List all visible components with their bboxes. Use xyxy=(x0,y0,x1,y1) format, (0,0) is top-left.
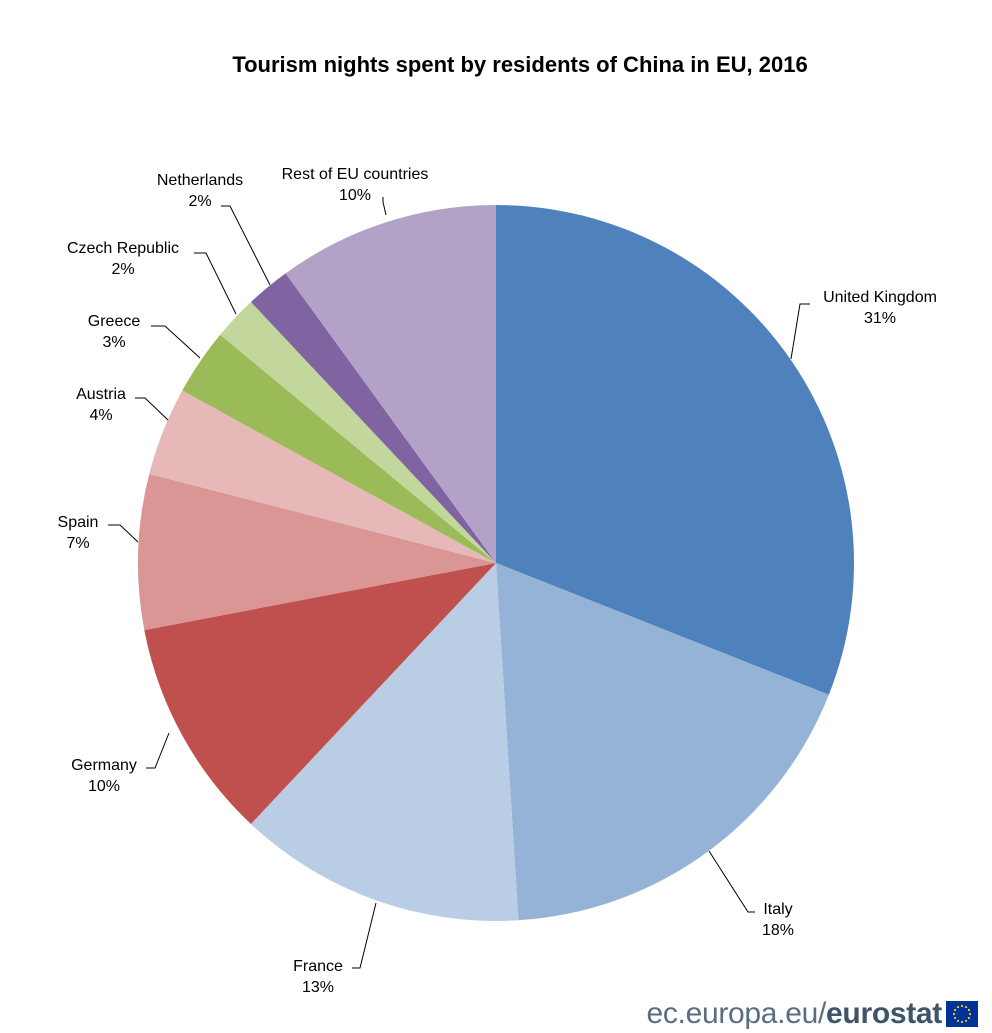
flag-star xyxy=(967,1016,971,1020)
slice-label-name: Austria xyxy=(76,386,126,403)
leader-line xyxy=(382,197,387,216)
slice-label-name: Germany xyxy=(71,757,137,774)
flag-star xyxy=(967,1008,971,1012)
pie-slice-spain xyxy=(138,473,497,631)
pie-slice-austria xyxy=(149,390,496,563)
slice-label-value: 10% xyxy=(88,778,120,795)
chart-title: Tourism nights spent by residents of Chi… xyxy=(232,52,808,77)
slice-label-value: 2% xyxy=(188,193,211,210)
leader-lines xyxy=(108,197,810,969)
footer-domain[interactable]: ec.europa.eu/ xyxy=(646,997,827,1030)
eurostat-footer: ec.europa.eu/eurostat xyxy=(646,997,978,1031)
flag-star xyxy=(953,1008,957,1012)
flag-star xyxy=(964,1019,968,1023)
slice-label-value: 2% xyxy=(111,261,134,278)
pie-slice-czech-republic xyxy=(220,302,496,563)
flag-star xyxy=(960,1020,964,1024)
flag-star xyxy=(964,1005,968,1009)
leader-line xyxy=(108,524,139,543)
leader-line xyxy=(221,205,271,286)
slice-label-name: France xyxy=(293,958,343,975)
leader-line xyxy=(135,397,169,421)
eu-flag-icon xyxy=(946,1001,978,1027)
pie-slices xyxy=(138,205,855,921)
slice-label-value: 4% xyxy=(89,407,112,424)
flag-star xyxy=(953,1016,957,1020)
pie-slice-netherlands xyxy=(250,273,496,563)
slice-label-value: 18% xyxy=(762,922,794,939)
slice-label-name: Rest of EU countries xyxy=(282,166,429,183)
flag-star xyxy=(956,1019,960,1023)
slice-label-name: United Kingdom xyxy=(823,289,937,306)
pie-slice-france xyxy=(250,563,519,921)
slice-label-value: 13% xyxy=(302,979,334,996)
leader-line xyxy=(151,325,201,359)
flag-star xyxy=(968,1012,972,1016)
slice-label-value: 3% xyxy=(102,334,125,351)
slice-label-name: Greece xyxy=(88,313,141,330)
flag-star xyxy=(960,1004,964,1008)
slice-labels: United Kingdom 31% Italy 18% France 13% German… xyxy=(58,166,937,996)
pie-slice-united-kingdom xyxy=(496,205,855,695)
slice-label-name: Spain xyxy=(58,514,99,531)
leader-line xyxy=(708,850,755,913)
slice-label-value: 10% xyxy=(339,187,371,204)
leader-line xyxy=(352,902,377,969)
pie-slice-greece xyxy=(182,334,496,563)
pie-slice-rest-of-eu-countries xyxy=(285,205,496,563)
flag-star xyxy=(952,1012,956,1016)
leader-line xyxy=(194,252,237,315)
slice-label-value: 31% xyxy=(864,310,896,327)
leader-line xyxy=(146,732,170,769)
leader-line xyxy=(790,303,810,360)
slice-label-name: Italy xyxy=(763,901,792,918)
slice-label-name: Netherlands xyxy=(157,172,243,189)
pie-slice-germany xyxy=(144,563,496,824)
flag-star xyxy=(956,1005,960,1009)
eurostat-logo-text[interactable]: eurostat xyxy=(826,997,942,1030)
slice-label-name: Czech Republic xyxy=(67,240,179,257)
pie-slice-italy xyxy=(496,563,829,921)
slice-label-value: 7% xyxy=(66,535,89,552)
